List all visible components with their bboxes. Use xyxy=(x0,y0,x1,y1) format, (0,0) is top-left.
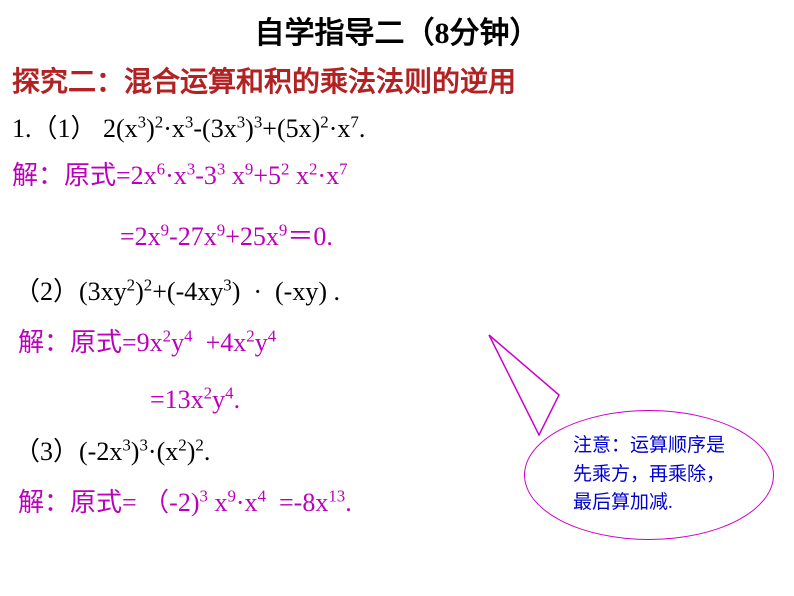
problem-2-statement: （2）(3xy2)2+(-4xy3) · (-xy) . xyxy=(0,253,794,308)
callout-line-3: 最后算加减. xyxy=(573,492,673,513)
problem-3-solution-line: 解：原式= （-2)3 x9·x4 =-8x13. xyxy=(18,488,352,517)
section-subtitle: 探究二：混合运算和积的乘法法则的逆用 xyxy=(0,52,794,100)
callout-line-1: 注意：运算顺序是 xyxy=(573,435,725,456)
problem-2-solution-line1: 解：原式=9x2y4 +4x2y4 xyxy=(18,328,276,357)
problem-1-text: 1.（1） 2(x3)2·x3-(3x3)3+(5x)2·x7. xyxy=(12,114,365,143)
callout-line-2: 先乘方，再乘除， xyxy=(573,464,725,485)
problem-1-solution-step: =2x9-27x9+25x9＝0. xyxy=(0,192,794,253)
problem-1-solution-line1: 解：原式=2x6·x3-33 x9+52 x2·x7 xyxy=(12,161,348,190)
problem-2-solution: 解：原式=9x2y4 +4x2y4 xyxy=(0,308,794,359)
problem-1-solution-line2: =2x9-27x9+25x9＝0. xyxy=(120,222,333,251)
callout-container: 注意：运算顺序是 先乘方，再乘除， 最后算加减. xyxy=(474,365,774,545)
callout-bubble: 注意：运算顺序是 先乘方，再乘除， 最后算加减. xyxy=(524,410,774,540)
problem-2-solution-line2: =13x2y4. xyxy=(150,385,240,414)
problem-3-text: （3）(-2x3)3·(x2)2. xyxy=(14,437,210,466)
problem-1-solution: 解：原式=2x6·x3-33 x9+52 x2·x7 xyxy=(0,145,794,192)
callout-text: 注意：运算顺序是 先乘方，再乘除， 最后算加减. xyxy=(573,432,725,518)
page-title: 自学指导二（8分钟） xyxy=(0,0,794,52)
problem-1-statement: 1.（1） 2(x3)2·x3-(3x3)3+(5x)2·x7. xyxy=(0,100,794,145)
problem-2-text: （2）(3xy2)2+(-4xy3) · (-xy) . xyxy=(14,277,340,306)
